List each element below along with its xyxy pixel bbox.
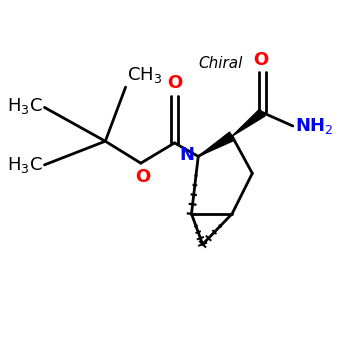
Polygon shape [198, 132, 235, 156]
Text: CH$_3$: CH$_3$ [127, 65, 162, 85]
Text: H$_3$C: H$_3$C [7, 155, 43, 175]
Text: Chiral: Chiral [198, 56, 243, 71]
Text: N: N [179, 146, 194, 164]
Polygon shape [232, 109, 265, 136]
Text: O: O [253, 50, 268, 69]
Text: O: O [167, 74, 182, 92]
Text: NH$_2$: NH$_2$ [295, 116, 333, 136]
Text: H$_3$C: H$_3$C [7, 96, 43, 116]
Text: O: O [135, 168, 150, 186]
